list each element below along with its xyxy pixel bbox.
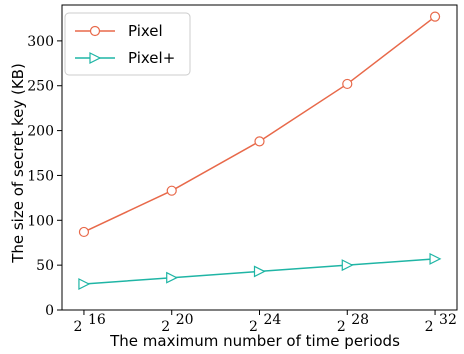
data-point — [429, 252, 442, 265]
y-tick-label: 100 — [27, 213, 54, 229]
plot-area: 0 50 100 150 200 250 300 2 16 2 20 2 24 2 28 2 32 — [27, 4, 458, 335]
legend-label-pixel-plus: Pixel+ — [128, 49, 175, 67]
data-point — [78, 278, 91, 290]
data-point — [166, 271, 179, 284]
legend: Pixel Pixel+ — [64, 12, 191, 76]
data-point — [254, 136, 265, 147]
x-tick-exponent: 24 — [264, 312, 282, 328]
x-tick-label: 2 — [425, 319, 434, 335]
y-tick-label: 0 — [45, 303, 54, 319]
legend-marker-pixel-plus — [89, 52, 102, 64]
data-point — [78, 226, 90, 238]
x-tick-exponent: 20 — [176, 312, 194, 328]
y-axis-label: The size of secret key (KB) — [9, 63, 27, 264]
x-tick-exponent: 16 — [88, 312, 106, 328]
data-point — [342, 78, 353, 90]
data-point — [429, 11, 441, 22]
x-axis-label: The maximum number of time periods — [109, 332, 400, 350]
x-tick-exponent: 28 — [351, 312, 369, 328]
x-tick-label: 2 — [161, 319, 170, 335]
y-tick-label: 200 — [27, 124, 54, 140]
x-tick-label: 2 — [73, 319, 82, 335]
y-tick-label: 50 — [36, 258, 54, 274]
data-point — [253, 265, 266, 278]
x-tick-label: 2 — [249, 319, 258, 335]
y-tick-label: 150 — [27, 168, 54, 184]
data-point — [341, 259, 354, 272]
legend-label-pixel: Pixel — [128, 22, 163, 40]
y-tick-label: 250 — [27, 79, 54, 95]
x-tick-exponent: 32 — [439, 312, 457, 328]
legend-marker-pixel — [89, 25, 101, 37]
x-tick-label: 2 — [337, 319, 346, 335]
y-tick-label: 300 — [27, 34, 54, 50]
data-point — [166, 185, 177, 196]
